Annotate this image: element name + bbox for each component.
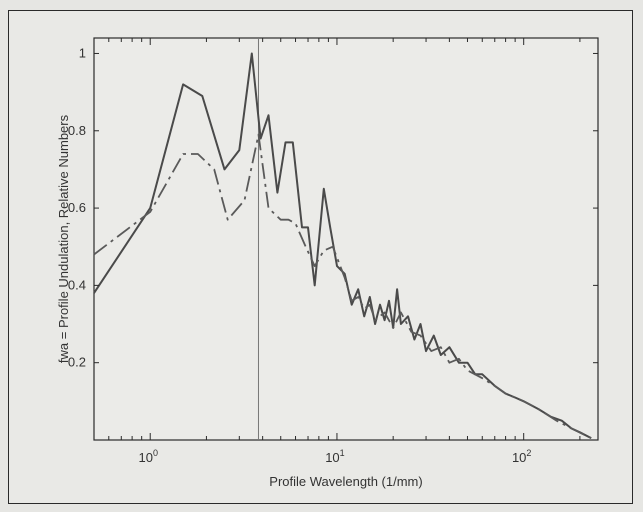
y-tick-label: 0.4 — [68, 277, 86, 292]
y-tick-label: 0.8 — [68, 123, 86, 138]
y-tick-label: 0.2 — [68, 355, 86, 370]
y-tick-label: 1 — [79, 45, 86, 60]
x-tick-label: 102 — [512, 448, 531, 465]
plot-area — [93, 37, 599, 441]
y-axis-label: fwa = Profile Undulation, Relative Numbe… — [56, 114, 71, 363]
x-axis-label: Profile Wavelength (1/mm) — [269, 474, 422, 489]
x-tick-label: 100 — [138, 448, 157, 465]
x-tick-label: 101 — [325, 448, 344, 465]
y-tick-label: 0.6 — [68, 200, 86, 215]
series-line-2 — [93, 133, 592, 439]
